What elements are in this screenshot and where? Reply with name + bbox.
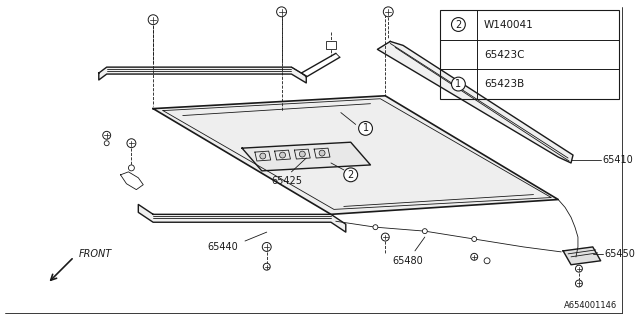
Circle shape	[103, 131, 111, 139]
Circle shape	[262, 243, 271, 252]
Text: 65425: 65425	[271, 176, 302, 186]
Circle shape	[280, 152, 285, 158]
Polygon shape	[378, 42, 573, 163]
Circle shape	[575, 265, 582, 272]
Polygon shape	[153, 96, 558, 214]
Circle shape	[104, 141, 109, 146]
Circle shape	[422, 229, 428, 234]
Polygon shape	[563, 247, 601, 265]
Circle shape	[127, 139, 136, 148]
Text: 65450: 65450	[605, 249, 636, 259]
Circle shape	[472, 236, 477, 242]
Text: A654001146: A654001146	[564, 301, 618, 310]
Text: 1: 1	[455, 79, 461, 89]
Circle shape	[381, 233, 389, 241]
Text: FRONT: FRONT	[79, 249, 112, 259]
Circle shape	[260, 153, 266, 159]
Text: 65423C: 65423C	[484, 50, 525, 60]
Circle shape	[383, 7, 393, 17]
Polygon shape	[242, 142, 371, 171]
Circle shape	[319, 150, 325, 156]
Text: 65423B: 65423B	[484, 79, 524, 89]
Bar	[440, 10, 620, 99]
Circle shape	[471, 253, 477, 260]
Circle shape	[575, 280, 582, 287]
Circle shape	[148, 15, 158, 25]
Polygon shape	[138, 204, 346, 232]
Bar	[326, 42, 336, 49]
Circle shape	[129, 165, 134, 171]
Circle shape	[373, 225, 378, 230]
Circle shape	[276, 7, 287, 17]
Circle shape	[451, 18, 465, 31]
Text: 2: 2	[455, 20, 461, 29]
Circle shape	[358, 122, 372, 135]
Text: 65440: 65440	[207, 242, 238, 252]
Circle shape	[263, 263, 270, 270]
Circle shape	[484, 258, 490, 264]
Text: 65410: 65410	[603, 155, 634, 165]
Text: W140041: W140041	[484, 20, 534, 29]
Polygon shape	[99, 67, 307, 83]
Text: 65480: 65480	[393, 256, 424, 266]
Circle shape	[300, 151, 305, 157]
Text: 2: 2	[348, 170, 354, 180]
Text: 1: 1	[362, 124, 369, 133]
Circle shape	[344, 168, 358, 182]
Circle shape	[451, 77, 465, 91]
